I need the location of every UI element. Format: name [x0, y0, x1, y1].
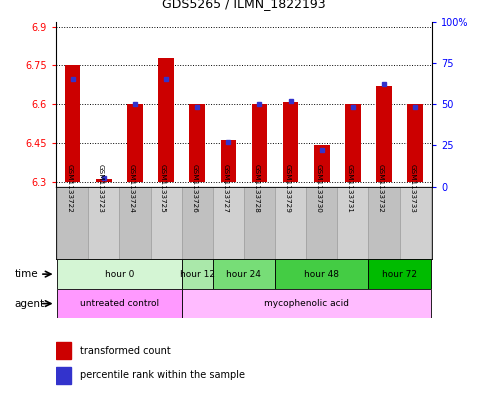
- Bar: [96, 179, 112, 182]
- Bar: [252, 104, 267, 182]
- Bar: [158, 58, 174, 182]
- Text: transformed count: transformed count: [80, 345, 171, 356]
- Text: hour 0: hour 0: [105, 270, 134, 279]
- Bar: [57, 187, 88, 259]
- Bar: [337, 187, 369, 259]
- Bar: [65, 66, 81, 182]
- Text: percentile rank within the sample: percentile rank within the sample: [80, 370, 245, 380]
- Text: GSM1133726: GSM1133726: [191, 164, 197, 213]
- Bar: [119, 187, 151, 259]
- Bar: [399, 187, 431, 259]
- Bar: [407, 104, 423, 182]
- Bar: [376, 86, 392, 182]
- Bar: [151, 187, 182, 259]
- Text: mycophenolic acid: mycophenolic acid: [264, 299, 349, 308]
- Text: GSM1133730: GSM1133730: [316, 164, 322, 213]
- Bar: [369, 187, 399, 259]
- Text: hour 12: hour 12: [180, 270, 215, 279]
- Bar: [275, 259, 369, 289]
- Bar: [369, 259, 431, 289]
- Text: GSM1133733: GSM1133733: [409, 164, 415, 213]
- Text: GSM1133727: GSM1133727: [222, 164, 228, 213]
- Bar: [56, 367, 71, 384]
- Text: GSM1133731: GSM1133731: [347, 164, 353, 213]
- Bar: [306, 187, 337, 259]
- Bar: [221, 140, 236, 182]
- Text: hour 72: hour 72: [382, 270, 417, 279]
- Bar: [213, 187, 244, 259]
- Text: agent: agent: [14, 299, 44, 309]
- Text: untreated control: untreated control: [80, 299, 159, 308]
- Bar: [244, 187, 275, 259]
- Text: GDS5265 / ILMN_1822193: GDS5265 / ILMN_1822193: [162, 0, 326, 10]
- Bar: [345, 104, 361, 182]
- Bar: [314, 145, 329, 182]
- Text: GSM1133723: GSM1133723: [98, 164, 104, 213]
- Bar: [57, 259, 182, 289]
- Text: GSM1133732: GSM1133732: [378, 164, 384, 213]
- Text: GSM1133729: GSM1133729: [284, 164, 291, 213]
- Text: hour 48: hour 48: [304, 270, 339, 279]
- Bar: [182, 259, 213, 289]
- Bar: [182, 289, 431, 318]
- Bar: [213, 259, 275, 289]
- Text: GSM1133722: GSM1133722: [67, 164, 72, 213]
- Text: GSM1133728: GSM1133728: [254, 164, 259, 213]
- Bar: [127, 104, 142, 182]
- Text: hour 24: hour 24: [227, 270, 261, 279]
- Text: GSM1133724: GSM1133724: [129, 164, 135, 213]
- Bar: [283, 101, 298, 182]
- Bar: [182, 187, 213, 259]
- Bar: [56, 342, 71, 359]
- Text: GSM1133725: GSM1133725: [160, 164, 166, 213]
- Bar: [57, 289, 182, 318]
- Bar: [88, 187, 119, 259]
- Text: time: time: [14, 269, 38, 279]
- Bar: [189, 104, 205, 182]
- Bar: [275, 187, 306, 259]
